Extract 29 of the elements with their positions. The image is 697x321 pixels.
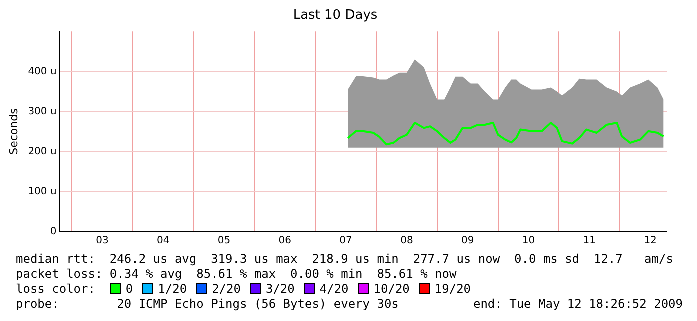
legend-label: 10/20 — [374, 282, 410, 296]
legend-label: 0 — [126, 282, 134, 296]
y-tick-label: 300 u — [28, 106, 57, 118]
x-tick-label: 06 — [278, 236, 292, 247]
legend-title: loss color: — [16, 282, 96, 296]
legend-label: 19/20 — [434, 282, 472, 296]
x-tick-label: 09 — [461, 236, 474, 247]
legend-label: 3/20 — [266, 282, 295, 296]
x-tick-label: 03 — [96, 236, 109, 247]
chart-title: Last 10 Days — [293, 8, 378, 24]
legend-label: 1/20 — [158, 282, 188, 296]
legend-label: 2/20 — [212, 282, 241, 296]
text: packet loss: 0.34 % avg 85.61 % max 0.00 % min 85.61 % now — [16, 267, 457, 281]
x-tick-label: 11 — [583, 236, 596, 247]
x-tick-label: 07 — [340, 236, 352, 247]
text: probe: 20 ICMP Echo Pings (56 Bytes) every 30s — [16, 297, 399, 311]
text: end: Tue May 12 18:26:52 2009 — [473, 297, 683, 311]
text: median rtt: 246.2 us avg 319.3 us max 218.9 us min 277.7 us now 0.0 ms sd 12.7 am/s — [16, 252, 674, 266]
x-tick-label: 08 — [400, 236, 414, 247]
x-tick-label: 10 — [522, 236, 536, 247]
y-tick-label: 0 — [50, 226, 57, 238]
x-tick-label: 04 — [156, 236, 170, 247]
y-tick-label: 400 u — [28, 66, 57, 78]
y-axis-title: Seconds — [7, 108, 20, 155]
x-tick-label: 12 — [644, 236, 657, 247]
y-tick-label: 100 u — [28, 186, 57, 198]
legend-label: 4/20 — [320, 282, 349, 296]
x-tick-label: 05 — [218, 236, 231, 247]
y-tick-label: 200 u — [28, 146, 57, 158]
